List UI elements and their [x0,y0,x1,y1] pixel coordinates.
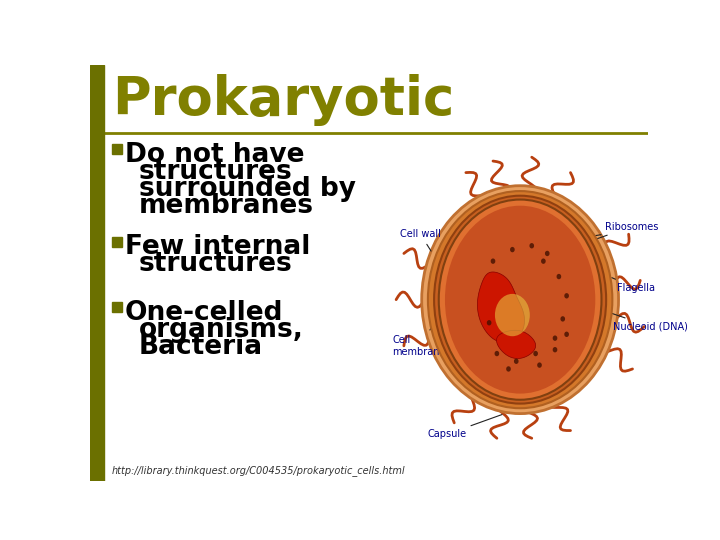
Ellipse shape [553,347,557,353]
Ellipse shape [514,359,518,364]
Text: Few internal: Few internal [125,234,310,260]
Text: One-celled: One-celled [125,300,284,326]
Ellipse shape [564,332,569,337]
Ellipse shape [495,351,499,356]
Bar [90,65,104,481]
Text: Prokaryotic: Prokaryotic [112,74,454,126]
Ellipse shape [541,259,546,264]
Ellipse shape [445,206,595,394]
Ellipse shape [428,191,612,408]
Text: organisms,: organisms, [139,316,304,342]
Text: Cell wall: Cell wall [400,229,441,251]
Ellipse shape [545,251,549,256]
Polygon shape [477,272,524,342]
Ellipse shape [564,293,569,299]
Ellipse shape [495,294,530,336]
Ellipse shape [537,362,542,368]
Ellipse shape [434,195,606,403]
Text: Bacteria: Bacteria [139,334,263,360]
Text: Capsule: Capsule [427,415,502,440]
Ellipse shape [438,200,601,400]
Ellipse shape [557,274,561,279]
Text: structures: structures [139,251,292,277]
Ellipse shape [487,320,492,326]
Ellipse shape [510,247,515,252]
Ellipse shape [422,186,618,414]
Text: membranes: membranes [139,193,314,219]
Text: Do not have: Do not have [125,142,305,168]
Ellipse shape [534,351,538,356]
Bar [112,144,122,154]
Text: http://library.thinkquest.org/C004535/prokaryotic_cells.html: http://library.thinkquest.org/C004535/pr… [112,465,405,476]
Ellipse shape [560,316,565,322]
Text: Ribosomes: Ribosomes [557,221,659,253]
Text: Flagella: Flagella [612,278,655,293]
Text: Nucleoid (DNA): Nucleoid (DNA) [608,312,688,332]
Polygon shape [497,330,536,359]
Text: surrounded by: surrounded by [139,176,356,201]
Ellipse shape [529,243,534,248]
Text: structures: structures [139,159,292,185]
Bar [112,302,122,312]
Text: Cell
membrane: Cell membrane [392,325,446,356]
Ellipse shape [553,335,557,341]
Ellipse shape [506,366,510,372]
Bar [112,237,122,247]
Ellipse shape [490,259,495,264]
